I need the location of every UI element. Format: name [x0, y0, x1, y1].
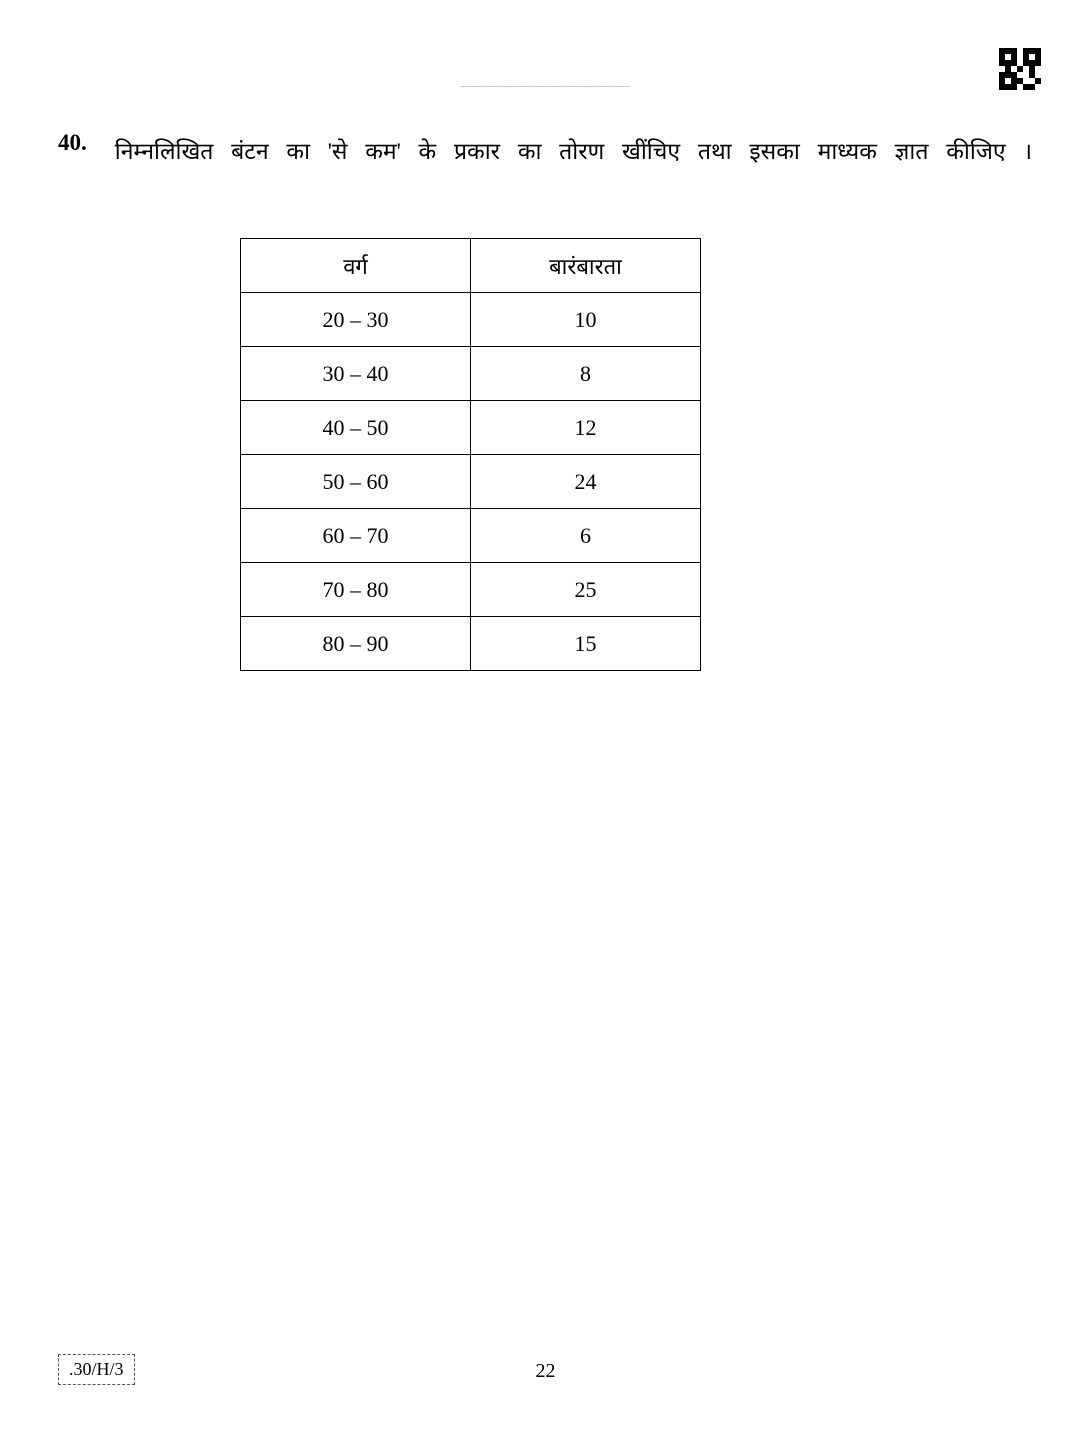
table-cell: 12	[471, 401, 701, 455]
table-cell: 24	[471, 455, 701, 509]
table-cell: 30 – 40	[241, 347, 471, 401]
table-row: 80 – 90 15	[241, 617, 701, 671]
table-row: 70 – 80 25	[241, 563, 701, 617]
table-header-class: वर्ग	[241, 239, 471, 293]
table-cell: 10	[471, 293, 701, 347]
table-row: 50 – 60 24	[241, 455, 701, 509]
question-number: 40.	[58, 130, 87, 156]
table-cell: 50 – 60	[241, 455, 471, 509]
question-text: निम्नलिखित बंटन का 'से कम' के प्रकार का …	[115, 130, 1032, 174]
table-cell: 40 – 50	[241, 401, 471, 455]
table-cell: 70 – 80	[241, 563, 471, 617]
table-row: 20 – 30 10	[241, 293, 701, 347]
table-cell: 6	[471, 509, 701, 563]
table-cell: 80 – 90	[241, 617, 471, 671]
table-header-row: वर्ग बारंबारता	[241, 239, 701, 293]
table-cell: 15	[471, 617, 701, 671]
table-cell: 20 – 30	[241, 293, 471, 347]
table-header-frequency: बारंबारता	[471, 239, 701, 293]
table-row: 30 – 40 8	[241, 347, 701, 401]
qr-code-icon	[999, 48, 1041, 90]
paper-code: .30/H/3	[58, 1354, 135, 1385]
table-cell: 60 – 70	[241, 509, 471, 563]
table-cell: 25	[471, 563, 701, 617]
page-number: 22	[536, 1360, 556, 1383]
table-cell: 8	[471, 347, 701, 401]
header-separator: ————————————————————————————————	[461, 85, 631, 90]
frequency-table: वर्ग बारंबारता 20 – 30 10 30 – 40 8 40 –…	[240, 238, 701, 671]
table-row: 40 – 50 12	[241, 401, 701, 455]
question-block: 40. निम्नलिखित बंटन का 'से कम' के प्रकार…	[58, 130, 1041, 174]
table-row: 60 – 70 6	[241, 509, 701, 563]
